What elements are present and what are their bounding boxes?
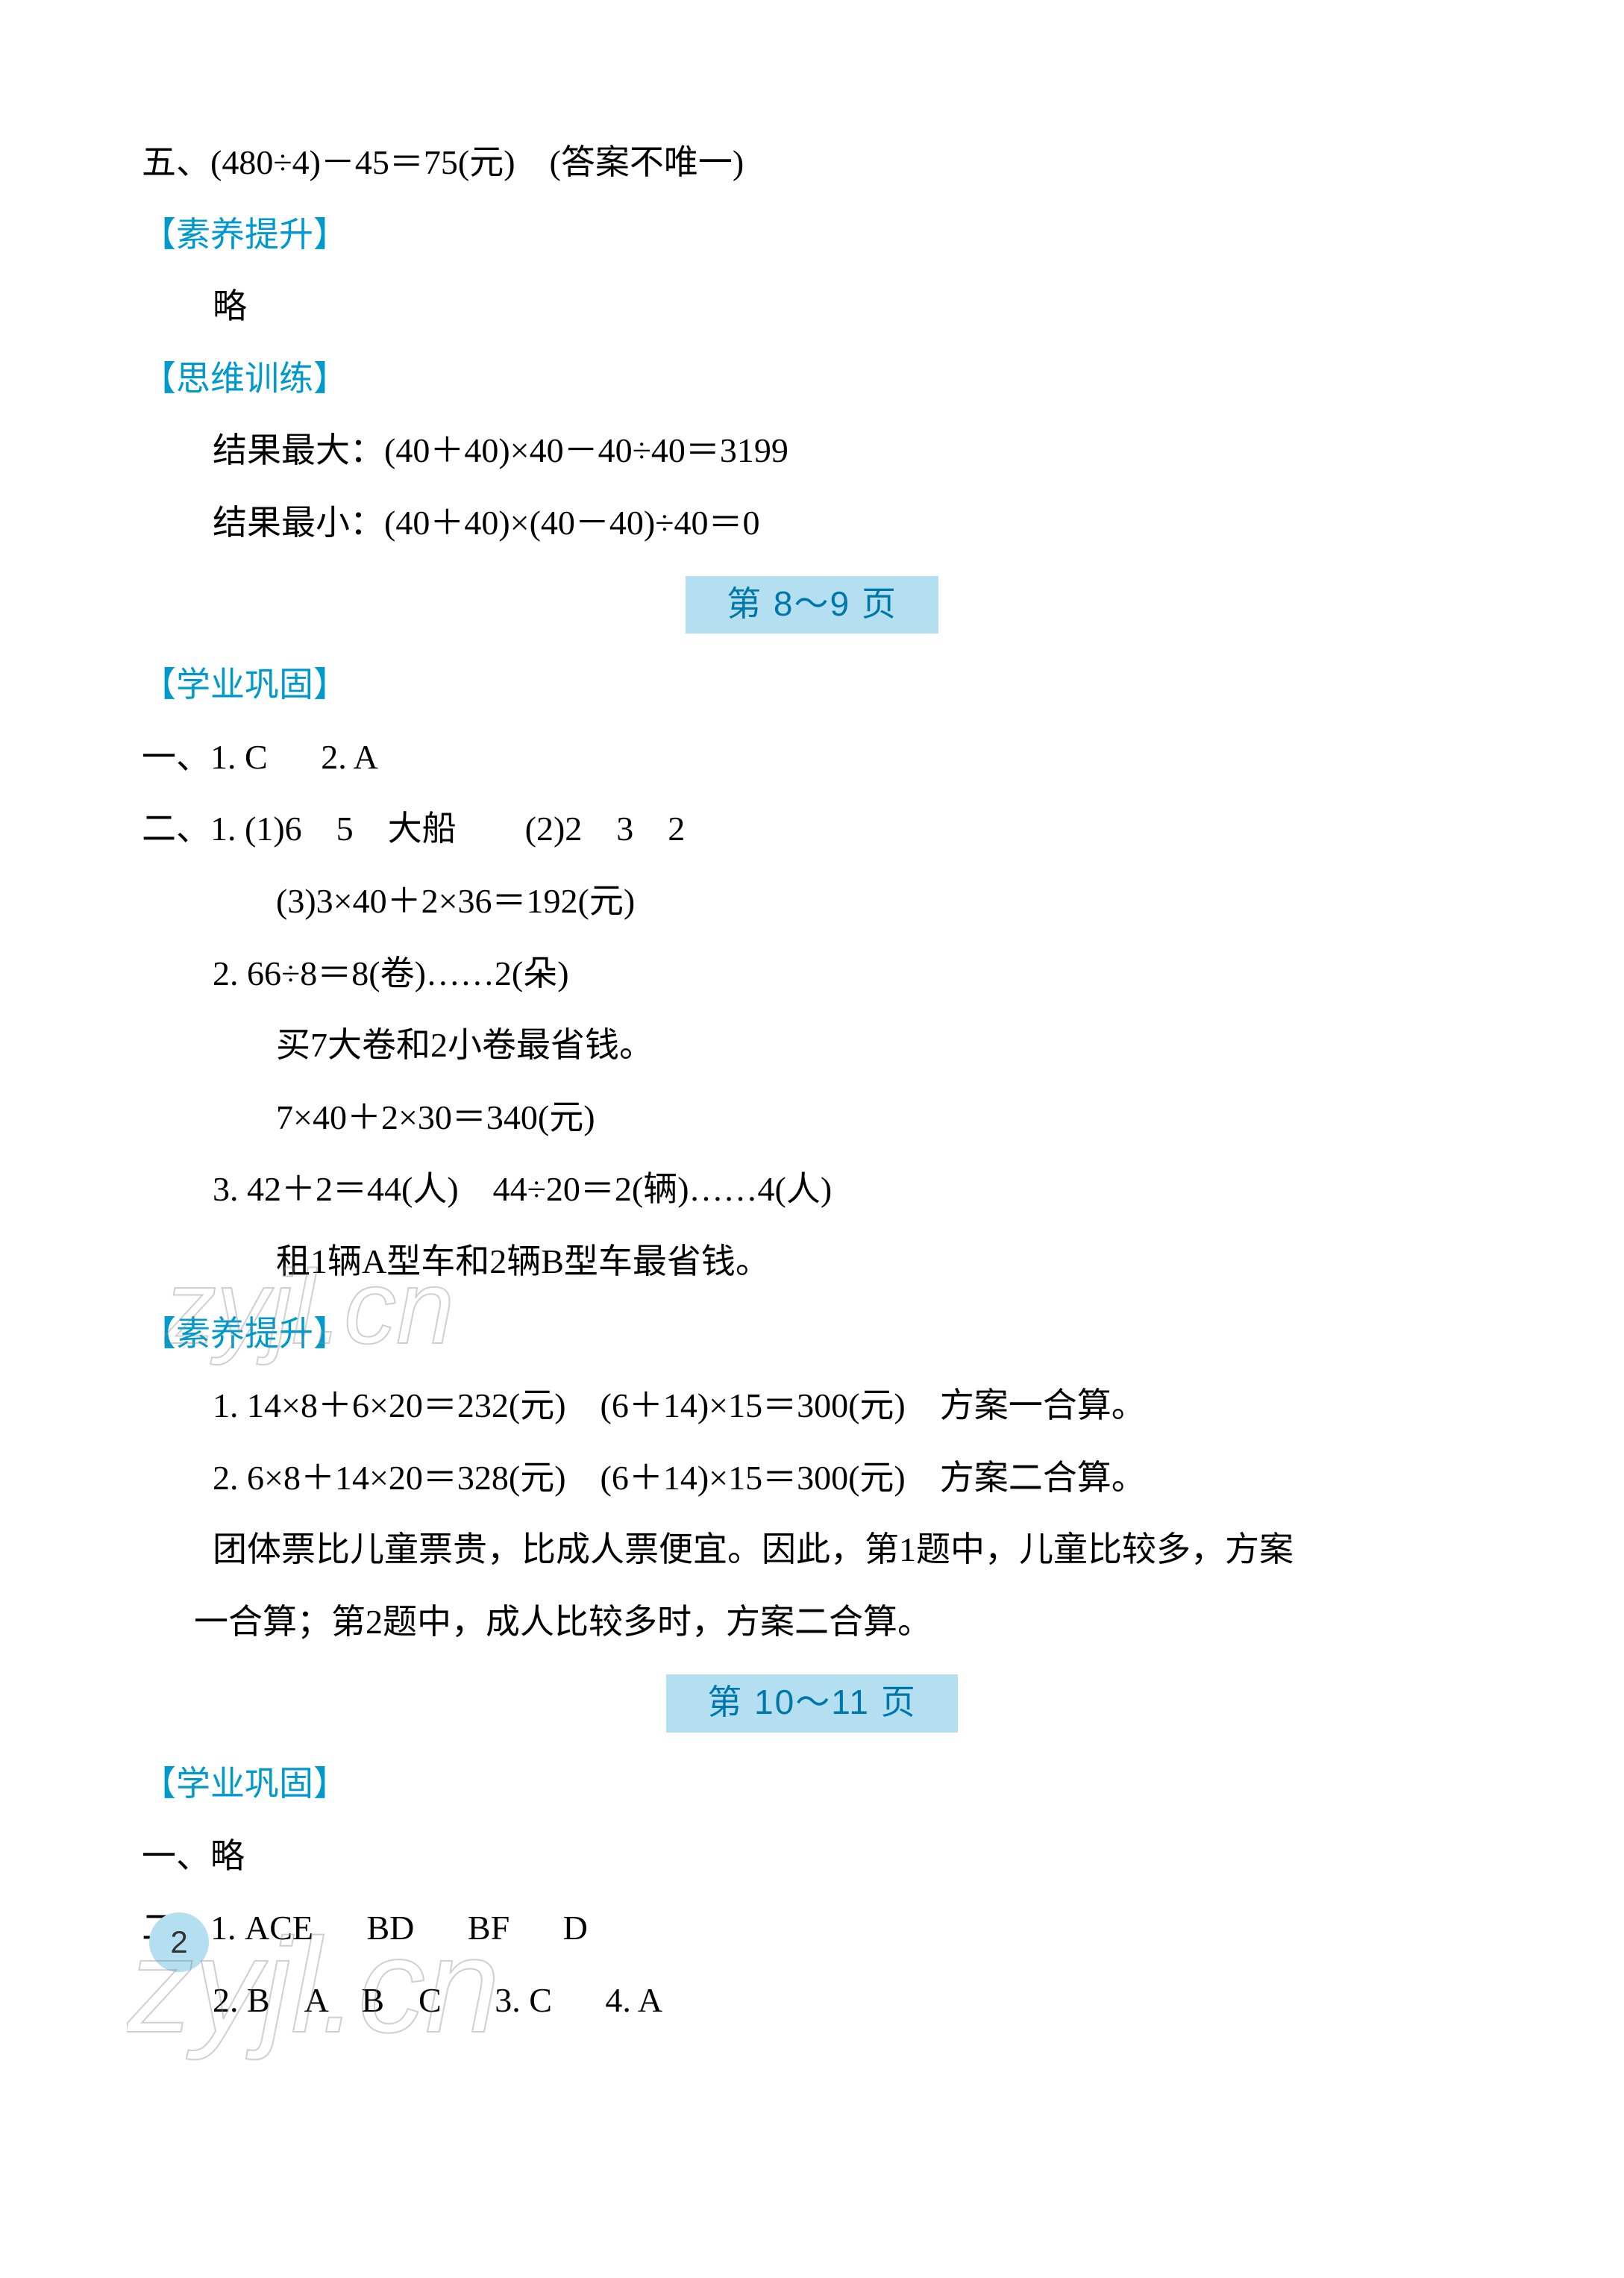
answer-line: 二、1. (1)6 5 大船 (2)2 3 2 xyxy=(142,793,1482,866)
page-badge-row: 第 8～9 页 xyxy=(142,569,1482,641)
answer-part: 3. C xyxy=(495,1981,552,2019)
answer-line: (3)3×40＋2×36＝192(元) xyxy=(142,866,1482,938)
answer-line: 2. 66÷8＝8(卷)……2(朵) xyxy=(142,938,1482,1010)
page-number: 2 xyxy=(170,1909,187,1975)
answer-line: 1. 14×8＋6×20＝232(元) (6＋14)×15＝300(元) 方案一… xyxy=(142,1370,1482,1442)
section-heading-suyang-2: 【素养提升】 xyxy=(142,1298,1482,1371)
answer-line: 一、略 xyxy=(142,1821,1482,1893)
answer-part: BF xyxy=(468,1909,510,1947)
answer-part: 4. A xyxy=(605,1981,662,2019)
section-heading-xueye-2: 【学业巩固】 xyxy=(142,1748,1482,1821)
answer-line: 团体票比儿童票贵，比成人票便宜。因此，第1题中，儿童比较多，方案 xyxy=(142,1514,1482,1586)
page-badge-row: 第 10～11 页 xyxy=(142,1667,1482,1739)
answer-line: 2. 6×8＋14×20＝328(元) (6＋14)×15＝300(元) 方案二… xyxy=(142,1442,1482,1515)
answer-line: 2. B A B C 3. C 4. A xyxy=(142,1965,1482,2037)
answer-text: 略 xyxy=(142,271,1482,343)
answer-part: BD xyxy=(367,1909,415,1947)
page-range-badge: 第 10～11 页 xyxy=(666,1674,957,1733)
answer-line: 7×40＋2×30＝340(元) xyxy=(142,1082,1482,1154)
page-number-badge: 2 xyxy=(149,1912,209,1972)
answer-line: 一、1. C 2. A xyxy=(142,722,1482,794)
answer-line: 租1辆A型车和2辆B型车最省钱。 xyxy=(142,1226,1482,1298)
section-heading-xueye-1: 【学业巩固】 xyxy=(142,649,1482,722)
answer-line: 结果最大：(40＋40)×40－40÷40＝3199 xyxy=(142,415,1482,487)
page-range-badge: 第 8～9 页 xyxy=(686,576,938,634)
answer-line: 五、(480÷4)－45＝75(元) (答案不唯一) xyxy=(142,127,1482,199)
answer-line: 结果最小：(40＋40)×(40－40)÷40＝0 xyxy=(142,487,1482,560)
section-heading-siwei: 【思维训练】 xyxy=(142,343,1482,416)
answer-part: D xyxy=(563,1909,588,1947)
answer-part: 2. A xyxy=(321,738,378,776)
answer-line: 一合算；第2题中，成人比较多时，方案二合算。 xyxy=(142,1586,1482,1659)
answer-part: 2. B A B C xyxy=(213,1981,442,2019)
section-heading-suyang-1: 【素养提升】 xyxy=(142,199,1482,272)
answer-line: 买7大卷和2小卷最省钱。 xyxy=(142,1010,1482,1082)
answer-part: 一、1. C xyxy=(142,738,268,776)
answer-line: 二、1. ACE BD BF D xyxy=(142,1892,1482,1965)
answer-line: 3. 42＋2＝44(人) 44÷20＝2(辆)……4(人) xyxy=(142,1154,1482,1226)
